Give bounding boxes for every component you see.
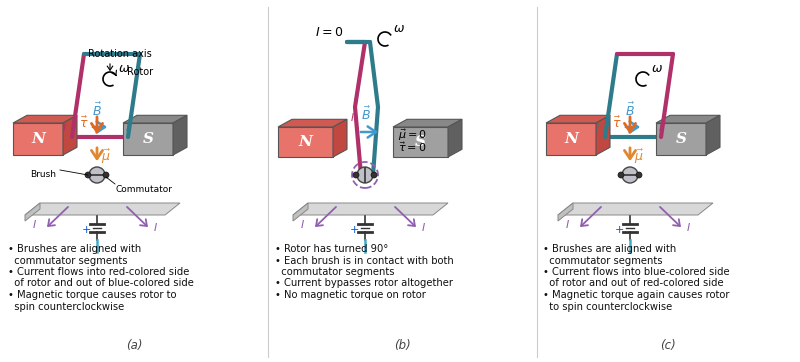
Text: • Current flows into red-colored side: • Current flows into red-colored side [8,267,190,277]
Text: +: + [614,225,624,235]
Text: $\vec{\tau} = 0$: $\vec{\tau} = 0$ [398,140,426,154]
Text: spin counterclockwise: spin counterclockwise [8,302,124,311]
Circle shape [85,172,91,178]
Circle shape [618,172,624,178]
Text: Brush: Brush [30,170,56,179]
Polygon shape [706,115,720,155]
Polygon shape [13,123,63,155]
Polygon shape [25,203,180,215]
Text: • Brushes are aligned with: • Brushes are aligned with [8,244,142,254]
Polygon shape [333,119,347,157]
Circle shape [622,167,638,183]
Polygon shape [558,203,573,221]
Text: $\vec{\tau}$: $\vec{\tau}$ [79,115,89,131]
Polygon shape [278,127,333,157]
Text: $I$: $I$ [125,121,130,133]
Text: $\vec{\mu} = 0$: $\vec{\mu} = 0$ [398,127,427,143]
Text: • Each brush is in contact with both: • Each brush is in contact with both [275,256,454,265]
Polygon shape [656,123,706,155]
Text: $\vec{B}$: $\vec{B}$ [92,102,102,119]
Text: $I$: $I$ [32,218,37,230]
Polygon shape [656,115,720,123]
Polygon shape [278,119,347,127]
Text: Commutator: Commutator [115,185,172,194]
Text: • Magnetic torque causes rotor to: • Magnetic torque causes rotor to [8,290,177,300]
Polygon shape [293,203,448,215]
Text: Rotation axis: Rotation axis [88,49,152,59]
Text: $\omega$: $\omega$ [651,62,663,75]
Text: (c): (c) [660,339,676,352]
Text: $I = 0$: $I = 0$ [315,26,343,39]
Text: $I$: $I$ [595,121,600,133]
Circle shape [357,167,373,183]
Text: of rotor and out of blue-colored side: of rotor and out of blue-colored side [8,278,194,289]
Text: N: N [298,135,313,149]
Text: +: + [350,225,358,235]
Text: S: S [675,132,686,146]
Polygon shape [293,203,308,221]
Text: $\omega$: $\omega$ [118,62,130,75]
Polygon shape [25,203,40,221]
Circle shape [89,167,105,183]
Text: N: N [31,132,45,146]
Polygon shape [393,119,462,127]
Text: • No magnetic torque on rotor: • No magnetic torque on rotor [275,290,426,300]
Polygon shape [546,115,610,123]
Text: (a): (a) [126,339,142,352]
Text: • Current flows into blue-colored side: • Current flows into blue-colored side [543,267,730,277]
Text: $\vec{\mu}$: $\vec{\mu}$ [101,148,110,166]
Text: $I$: $I$ [421,221,426,233]
Text: to spin counterclockwise: to spin counterclockwise [543,302,672,311]
Text: $I$: $I$ [658,121,663,133]
Polygon shape [596,115,610,155]
Polygon shape [123,115,187,123]
Text: • Brushes are aligned with: • Brushes are aligned with [543,244,676,254]
Text: $I$: $I$ [686,221,691,233]
Text: commutator segments: commutator segments [8,256,127,265]
Text: S: S [415,135,426,149]
Circle shape [371,172,377,178]
Text: of rotor and out of red-colored side: of rotor and out of red-colored side [543,278,724,289]
Text: $\omega$: $\omega$ [393,22,405,35]
Text: $I$: $I$ [62,121,67,133]
Text: $I$: $I$ [565,218,570,230]
Text: $I$: $I$ [350,111,355,123]
Text: commutator segments: commutator segments [275,267,394,277]
Circle shape [103,172,109,178]
Text: +: + [82,225,90,235]
Polygon shape [546,123,596,155]
Circle shape [636,172,642,178]
Text: N: N [564,132,578,146]
Polygon shape [558,203,713,215]
Text: $\vec{\mu}$: $\vec{\mu}$ [634,148,644,166]
Text: $I$: $I$ [153,221,158,233]
Polygon shape [173,115,187,155]
Text: • Current bypasses rotor altogether: • Current bypasses rotor altogether [275,278,453,289]
Polygon shape [393,127,448,157]
Text: $I$: $I$ [375,96,380,108]
Text: $\vec{B}$: $\vec{B}$ [361,106,371,123]
Text: commutator segments: commutator segments [543,256,662,265]
Text: • Rotor has turned 90°: • Rotor has turned 90° [275,244,388,254]
Circle shape [353,172,359,178]
Text: (b): (b) [394,339,410,352]
Text: • Magnetic torque again causes rotor: • Magnetic torque again causes rotor [543,290,730,300]
Polygon shape [63,115,77,155]
Text: $\vec{B}$: $\vec{B}$ [625,102,635,119]
Text: Rotor: Rotor [127,67,153,77]
Text: $I$: $I$ [300,218,305,230]
Polygon shape [123,123,173,155]
Text: S: S [142,132,154,146]
Polygon shape [448,119,462,157]
Polygon shape [13,115,77,123]
Text: $\vec{\tau}$: $\vec{\tau}$ [613,115,622,131]
